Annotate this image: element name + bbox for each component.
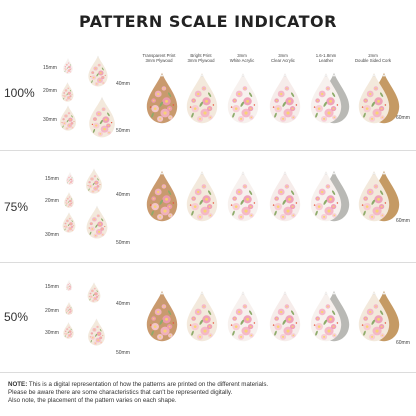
small-sample-teardrop [60, 82, 75, 102]
size-label-60mm: 60mm [396, 218, 410, 224]
size-label-30mm: 30mm [45, 330, 59, 336]
size-label-40mm: 40mm [116, 192, 130, 198]
column-header-line2: White Acrylic [229, 58, 255, 63]
column-header-transparent-plywood: Transparent Print 3mm Plywood [131, 53, 187, 63]
material-sample-teardrop [266, 170, 304, 222]
column-header-line2: Leather [318, 58, 334, 63]
material-sample-teardrop [183, 72, 221, 124]
column-header-line2: 3mm Plywood [187, 58, 215, 63]
size-label-20mm: 20mm [45, 198, 59, 204]
material-sample-teardrop [307, 72, 345, 124]
large-sample-teardrop [86, 55, 110, 87]
column-header-line1: Transparent Print [142, 53, 176, 58]
material-sample-teardrop [355, 170, 393, 222]
material-sample-teardrop [307, 170, 345, 222]
note-line-3: Also note, the placement of the pattern … [8, 397, 177, 404]
column-header-line1: 3mm [278, 53, 288, 58]
material-sample-teardrop [224, 72, 262, 124]
small-sample-teardrop [65, 280, 73, 291]
small-sample-teardrop [62, 322, 75, 339]
size-label-20mm: 20mm [43, 88, 57, 94]
page-title: PATTERN SCALE INDICATOR [79, 12, 337, 31]
large-sample-teardrop [86, 318, 107, 346]
column-header-line1: Bright Print [190, 53, 212, 58]
size-label-40mm: 40mm [116, 81, 130, 87]
large-sample-teardrop [86, 282, 102, 303]
size-label-60mm: 60mm [396, 340, 410, 346]
material-sample-teardrop [355, 72, 393, 124]
section-divider [0, 150, 416, 151]
size-label-60mm: 60mm [396, 115, 410, 121]
size-label-50mm: 50mm [116, 240, 130, 246]
column-header-cork: 2mm Double Sided Cork [345, 53, 401, 63]
size-label-50mm: 50mm [116, 128, 130, 134]
small-sample-teardrop [61, 212, 77, 233]
scale-label-100: 100% [4, 86, 35, 100]
material-sample-teardrop [143, 72, 181, 124]
column-header-line1: 1.6-1.8mm [315, 53, 337, 58]
small-sample-teardrop [63, 192, 75, 208]
column-header-clear-acrylic: 3mm Clear Acrylic [255, 53, 311, 63]
size-label-15mm: 15mm [43, 65, 57, 71]
size-label-15mm: 15mm [45, 284, 59, 290]
column-header-line2: Double Sided Cork [354, 58, 392, 63]
size-label-30mm: 30mm [45, 232, 59, 238]
material-sample-teardrop [224, 290, 262, 342]
note-label: NOTE: [8, 381, 28, 388]
large-sample-teardrop [84, 205, 110, 239]
scale-label-50: 50% [4, 310, 29, 324]
size-label-30mm: 30mm [43, 117, 57, 123]
scale-label-75: 75% [4, 200, 29, 214]
material-sample-teardrop [143, 290, 181, 342]
material-sample-teardrop [183, 290, 221, 342]
small-sample-teardrop [58, 105, 78, 131]
column-header-line2: Clear Acrylic [271, 58, 295, 63]
small-sample-teardrop [62, 58, 74, 74]
material-sample-teardrop [355, 290, 393, 342]
material-sample-teardrop [224, 170, 262, 222]
material-sample-teardrop [266, 290, 304, 342]
section-divider [0, 262, 416, 263]
material-sample-teardrop [143, 170, 181, 222]
size-label-15mm: 15mm [45, 176, 59, 182]
column-header-line1: 2mm [368, 53, 378, 58]
column-header-leather: 1.6-1.8mm Leather [298, 53, 354, 63]
column-header-bright-plywood: Bright Print 3mm Plywood [173, 53, 229, 63]
column-header-white-acrylic: 3mm White Acrylic [214, 53, 270, 63]
note-line-1: This is a digital representation of how … [28, 381, 269, 388]
column-header-line1: 3mm [237, 53, 247, 58]
large-sample-teardrop [86, 96, 118, 138]
material-sample-teardrop [183, 170, 221, 222]
column-header-line2: 3mm Plywood [145, 58, 173, 63]
size-label-20mm: 20mm [45, 308, 59, 314]
large-sample-teardrop [84, 168, 104, 194]
small-sample-teardrop [65, 172, 75, 185]
small-sample-teardrop [64, 302, 74, 315]
size-label-40mm: 40mm [116, 301, 130, 307]
material-sample-teardrop [266, 72, 304, 124]
note-block: NOTE: This is a digital representation o… [8, 381, 412, 405]
material-sample-teardrop [307, 290, 345, 342]
section-divider [0, 372, 416, 373]
note-line-2: Please be aware there are some character… [8, 389, 233, 396]
size-label-50mm: 50mm [116, 350, 130, 356]
